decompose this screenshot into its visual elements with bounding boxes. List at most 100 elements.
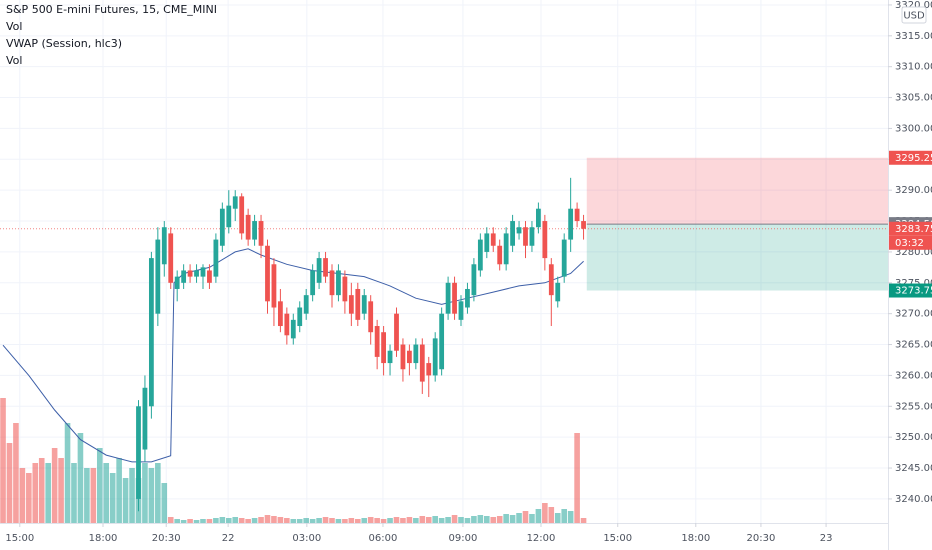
price-marker	[889, 150, 932, 165]
volume-bar	[503, 514, 509, 523]
volume-bar	[464, 518, 471, 523]
volume-bar	[219, 517, 226, 523]
candle-body	[355, 288, 361, 320]
candle-body	[265, 245, 270, 302]
volume-bar	[567, 511, 574, 523]
currency-badge[interactable]	[901, 6, 927, 24]
volume-bar	[509, 515, 516, 523]
legend-item: VWAP (Session, hlc3)	[6, 37, 122, 50]
y-tick-label: 3265.00	[895, 340, 932, 351]
candle-body	[497, 245, 503, 265]
candle-body	[394, 313, 399, 351]
price-marker-label: 3295.25	[895, 153, 932, 164]
x-tick-label: 12:00	[527, 533, 556, 544]
volume-bar	[413, 518, 419, 523]
volume-bar	[264, 515, 271, 523]
y-tick-label: 3275.00	[895, 278, 932, 289]
volume-bar	[309, 519, 316, 523]
volume-bar	[84, 468, 90, 523]
volume-bar	[245, 519, 251, 523]
candle-body	[548, 264, 554, 296]
candle-body	[542, 221, 548, 259]
volume-bar	[109, 473, 116, 523]
volume-bar	[458, 517, 464, 523]
candle-body	[581, 221, 586, 229]
volume-bar	[361, 518, 368, 523]
volume-bar	[367, 517, 374, 523]
candle-body	[568, 208, 574, 240]
volume-bar	[316, 518, 322, 523]
x-tick-label: 18:00	[89, 533, 118, 544]
y-tick-label: 3310.00	[895, 62, 932, 73]
volume-bar	[180, 520, 187, 523]
volume-bar	[296, 519, 303, 523]
volume-bar	[329, 518, 335, 523]
candle-body	[471, 264, 477, 296]
volume-bar	[425, 517, 432, 523]
volume-bar	[103, 463, 110, 523]
volume-bar	[400, 518, 406, 523]
volume-bar	[200, 519, 206, 523]
countdown: 03:32	[895, 238, 924, 249]
volume-bar	[516, 513, 522, 523]
x-tick-label: 22	[222, 533, 235, 544]
candle-body	[239, 196, 245, 234]
y-tick-label: 3240.00	[895, 494, 932, 505]
x-tick-label: 18:00	[681, 533, 710, 544]
x-tick-label: 15:00	[603, 533, 632, 544]
volume-bar	[155, 463, 161, 523]
candle-body	[161, 227, 167, 265]
y-tick-label: 3300.00	[895, 123, 932, 134]
volume-bar	[554, 513, 561, 523]
candle-body	[490, 233, 496, 246]
candle-body	[194, 270, 199, 277]
candle-body	[458, 301, 464, 320]
volume-bar	[387, 518, 393, 523]
y-tick-label: 3320.00	[895, 0, 932, 11]
candle-body	[155, 239, 161, 314]
x-tick-label: 23	[820, 533, 833, 544]
plot-area	[0, 157, 888, 523]
candle-body	[316, 258, 322, 283]
candle-body	[555, 282, 561, 302]
volume-bar	[174, 519, 180, 523]
candle-body	[271, 264, 277, 308]
volume-bar	[574, 433, 580, 523]
volume-bar	[232, 517, 239, 523]
y-tick-label: 3255.00	[895, 401, 932, 412]
volume-bar	[374, 518, 380, 523]
volume-bar	[496, 516, 503, 523]
candle-body	[400, 344, 406, 370]
candle-body	[477, 239, 483, 271]
candle-body	[168, 233, 174, 283]
volume-bar	[238, 518, 245, 523]
x-tick-label: 15:00	[5, 533, 34, 544]
candle-body	[510, 221, 515, 246]
volume-bar	[51, 448, 58, 523]
grid	[0, 0, 888, 523]
volume-bar	[303, 518, 309, 523]
candle-body	[348, 295, 354, 314]
volume-bar	[45, 463, 51, 523]
volume-bar	[477, 515, 484, 523]
volume-bar	[0, 398, 6, 523]
volume-bar	[251, 518, 258, 523]
volume-bar	[64, 423, 71, 523]
volume-bar	[6, 443, 13, 523]
candle-body	[452, 282, 457, 314]
x-tick-label: 06:00	[369, 533, 398, 544]
volume-bar	[380, 519, 387, 523]
candle-body	[374, 326, 380, 357]
volume-bar	[38, 458, 45, 523]
volume-bar	[348, 518, 355, 523]
candle-body	[277, 301, 283, 327]
volume-bar	[342, 519, 348, 523]
volume-bar	[451, 515, 458, 523]
volume-bar	[71, 463, 77, 523]
volume-bar	[471, 516, 477, 523]
y-tick-label: 3290.00	[895, 185, 932, 196]
y-tick-label: 3280.00	[895, 247, 932, 258]
candle-body	[503, 233, 509, 265]
volume-bar	[213, 518, 219, 523]
